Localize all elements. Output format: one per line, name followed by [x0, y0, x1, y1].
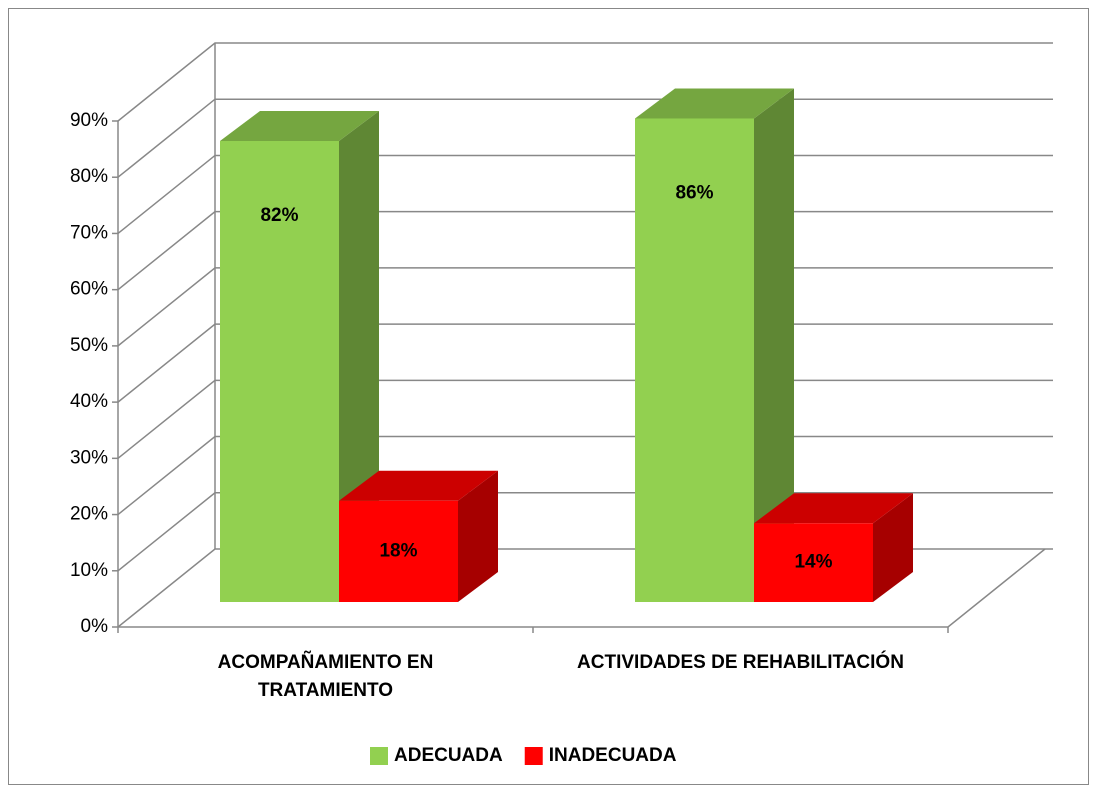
bar-side — [754, 88, 794, 602]
data-label: 86% — [675, 183, 713, 204]
y-tick-label: 80% — [70, 166, 108, 187]
y-tick-label: 20% — [70, 504, 108, 525]
bar-top — [220, 110, 379, 141]
bar-top — [339, 470, 498, 501]
data-label: 18% — [379, 540, 417, 561]
chart-border — [8, 8, 1089, 785]
grid-line — [117, 42, 1053, 122]
bar — [754, 523, 873, 602]
bar-side — [873, 493, 913, 602]
bar-top — [635, 88, 794, 119]
y-tick-label: 70% — [70, 222, 108, 243]
bar-top — [754, 493, 913, 524]
legend-swatch — [370, 747, 388, 765]
legend-label: INADECUADA — [549, 745, 677, 766]
y-tick-label: 40% — [70, 391, 108, 412]
y-tick-label: 90% — [70, 110, 108, 131]
data-label: 82% — [260, 205, 298, 226]
y-tick-label: 10% — [70, 560, 108, 581]
y-tick-label: 50% — [70, 335, 108, 356]
data-label: 14% — [794, 552, 832, 573]
y-tick-label: 60% — [70, 279, 108, 300]
bar — [220, 140, 339, 602]
bar — [635, 118, 754, 602]
legend-label: ADECUADA — [394, 745, 503, 766]
x-tick-label: ACOMPAÑAMIENTO EN TRATAMIENTO — [217, 652, 434, 701]
bar-side — [458, 470, 498, 602]
y-tick-label: 30% — [70, 447, 108, 468]
bar — [339, 500, 458, 602]
y-tick-label: 0% — [81, 616, 109, 637]
legend-swatch — [524, 747, 543, 765]
x-tick-label: ACTIVIDADES DE REHABILITACIÓN — [577, 652, 904, 673]
